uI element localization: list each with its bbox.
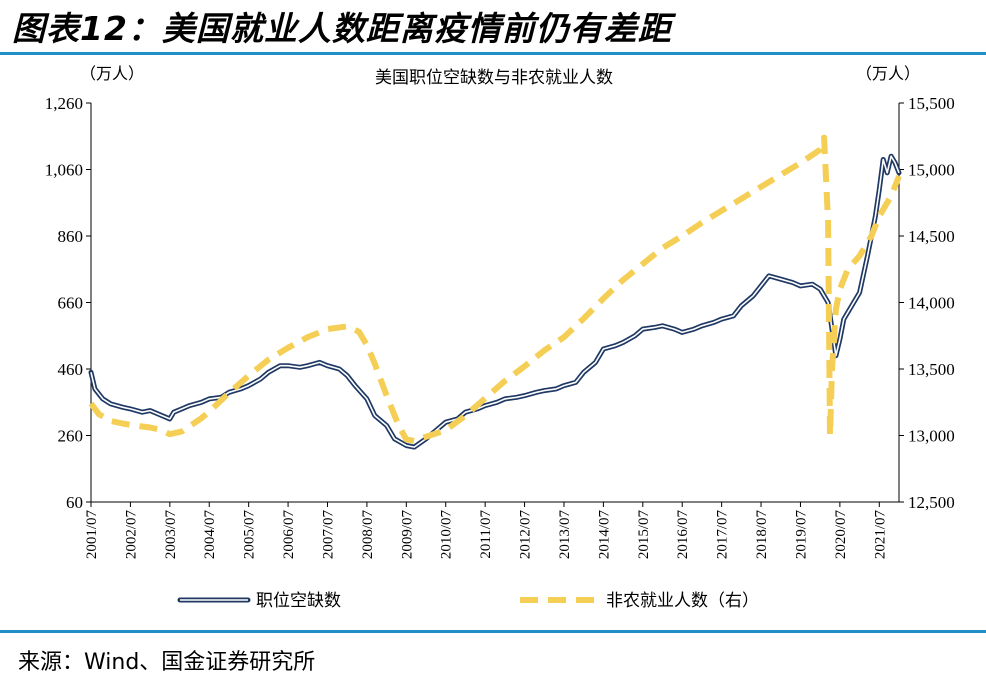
- top-rule: [0, 52, 986, 55]
- left-axis: 1,260 1,060 860 660 460 260 60: [45, 94, 91, 512]
- source-note: 来源：Wind、国金证券研究所: [18, 650, 316, 675]
- x-axis: 2001/07 2002/07 2003/07 2004/07 2005/07 2006/…: [84, 502, 888, 559]
- x-tick-label: 2006/07: [281, 510, 297, 560]
- left-tick-label: 860: [58, 227, 84, 246]
- x-tick-label: 2020/07: [833, 510, 849, 560]
- left-tick-label: 460: [58, 360, 84, 379]
- x-tick-label: 2021/07: [872, 510, 888, 560]
- left-tick-label: 660: [58, 294, 84, 313]
- x-tick-label: 2017/07: [715, 510, 731, 560]
- x-tick-label: 2009/07: [399, 510, 415, 560]
- left-axis-unit: （万人）: [80, 64, 144, 83]
- x-tick-label: 2010/07: [439, 510, 455, 560]
- legend: 职位空缺数 非农就业人数（右）: [177, 591, 759, 611]
- x-tick-label: 2001/07: [84, 510, 100, 560]
- right-tick-label: 14,500: [908, 227, 955, 246]
- x-tick-label: 2015/07: [636, 510, 652, 560]
- x-tick-label: 2012/07: [518, 510, 534, 560]
- left-tick-label: 1,060: [45, 161, 83, 180]
- x-tick-label: 2007/07: [320, 510, 336, 560]
- left-tick-label: 1,260: [45, 94, 83, 113]
- x-tick-label: 2002/07: [123, 510, 139, 560]
- legend-item-openings: 职位空缺数: [177, 591, 341, 611]
- series-layer: [88, 134, 902, 450]
- right-tick-label: 15,500: [908, 94, 955, 113]
- legend-label-openings: 职位空缺数: [256, 591, 341, 611]
- legend-item-payrolls: 非农就业人数（右）: [520, 591, 759, 611]
- left-tick-label: 60: [66, 493, 83, 512]
- x-tick-label: 2003/07: [163, 510, 179, 560]
- figure-title: 图表12：美国就业人数距离疫情前仍有差距: [12, 9, 672, 48]
- right-axis-unit: （万人）: [856, 64, 920, 83]
- x-tick-label: 2014/07: [596, 510, 612, 560]
- plot-frame: [90, 103, 900, 503]
- series-line-payrolls: [88, 134, 902, 444]
- x-tick-label: 2018/07: [754, 510, 770, 560]
- right-tick-label: 14,000: [908, 294, 955, 313]
- left-tick-label: 260: [58, 427, 84, 446]
- series-line-openings-inner: [90, 155, 900, 448]
- right-tick-label: 12,500: [908, 493, 955, 512]
- right-tick-label: 13,000: [908, 427, 955, 446]
- bottom-rule: [0, 630, 986, 633]
- right-axis: 15,500 15,000 14,500 14,000 13,500 13,000 12,5…: [899, 94, 955, 512]
- chart: 美国职位空缺数与非农就业人数 （万人） （万人） 1,260 1,060 860 66…: [45, 64, 955, 611]
- x-tick-label: 2019/07: [793, 510, 809, 560]
- x-tick-label: 2013/07: [557, 510, 573, 560]
- x-tick-label: 2008/07: [360, 510, 376, 560]
- right-tick-label: 15,000: [908, 161, 955, 180]
- chart-title: 美国职位空缺数与非农就业人数: [375, 68, 613, 88]
- x-tick-label: 2004/07: [202, 510, 218, 560]
- x-tick-label: 2005/07: [242, 510, 258, 560]
- x-tick-label: 2016/07: [675, 510, 691, 560]
- right-tick-label: 13,500: [908, 360, 955, 379]
- legend-label-payrolls: 非农就业人数（右）: [606, 591, 759, 611]
- x-tick-label: 2011/07: [478, 510, 494, 559]
